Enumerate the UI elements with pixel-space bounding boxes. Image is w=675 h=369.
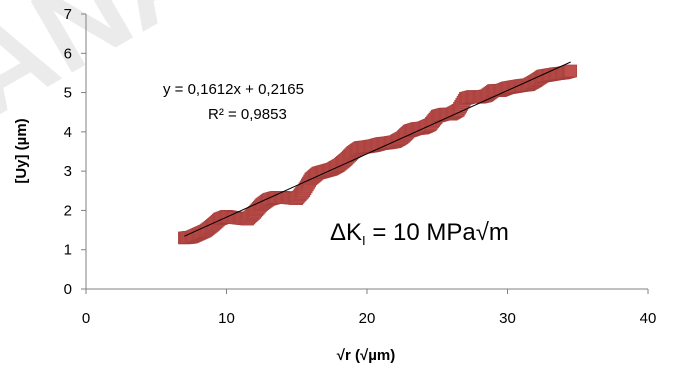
delta-k-suffix: = 10 MPa√m	[366, 219, 509, 246]
x-tick-label: 30	[499, 310, 516, 327]
delta-k-subscript: I	[362, 233, 366, 248]
y-tick-label: 1	[64, 242, 72, 259]
x-tick-label: 40	[640, 310, 657, 327]
y-axis-ticks: 0 1 2 3 4 5 6 7	[64, 6, 86, 298]
y-tick-label: 5	[64, 85, 72, 102]
delta-k-prefix: ΔK	[330, 219, 362, 246]
x-axis-title: √r (√µm)	[337, 347, 395, 364]
delta-k-annotation: ΔKI = 10 MPa√m	[330, 219, 509, 248]
y-tick-label: 2	[64, 202, 72, 219]
y-tick-label: 7	[64, 6, 72, 23]
data-point-marker	[564, 64, 578, 78]
x-tick-label: 0	[82, 310, 90, 327]
y-tick-label: 4	[64, 124, 72, 141]
x-tick-label: 10	[218, 310, 235, 327]
y-tick-label: 3	[64, 163, 72, 180]
r-squared-label: R² = 0,9853	[208, 106, 287, 123]
x-tick-label: 20	[359, 310, 376, 327]
y-axis-title: [Uy] (µm)	[13, 118, 30, 183]
trendline	[184, 61, 571, 237]
trendline-equation: y = 0,1612x + 0,2165	[163, 81, 304, 98]
data-points	[178, 64, 578, 245]
y-tick-label: 6	[64, 45, 72, 62]
y-tick-label: 0	[64, 281, 72, 298]
x-axis-ticks: 0 10 20 30 40	[82, 289, 657, 327]
